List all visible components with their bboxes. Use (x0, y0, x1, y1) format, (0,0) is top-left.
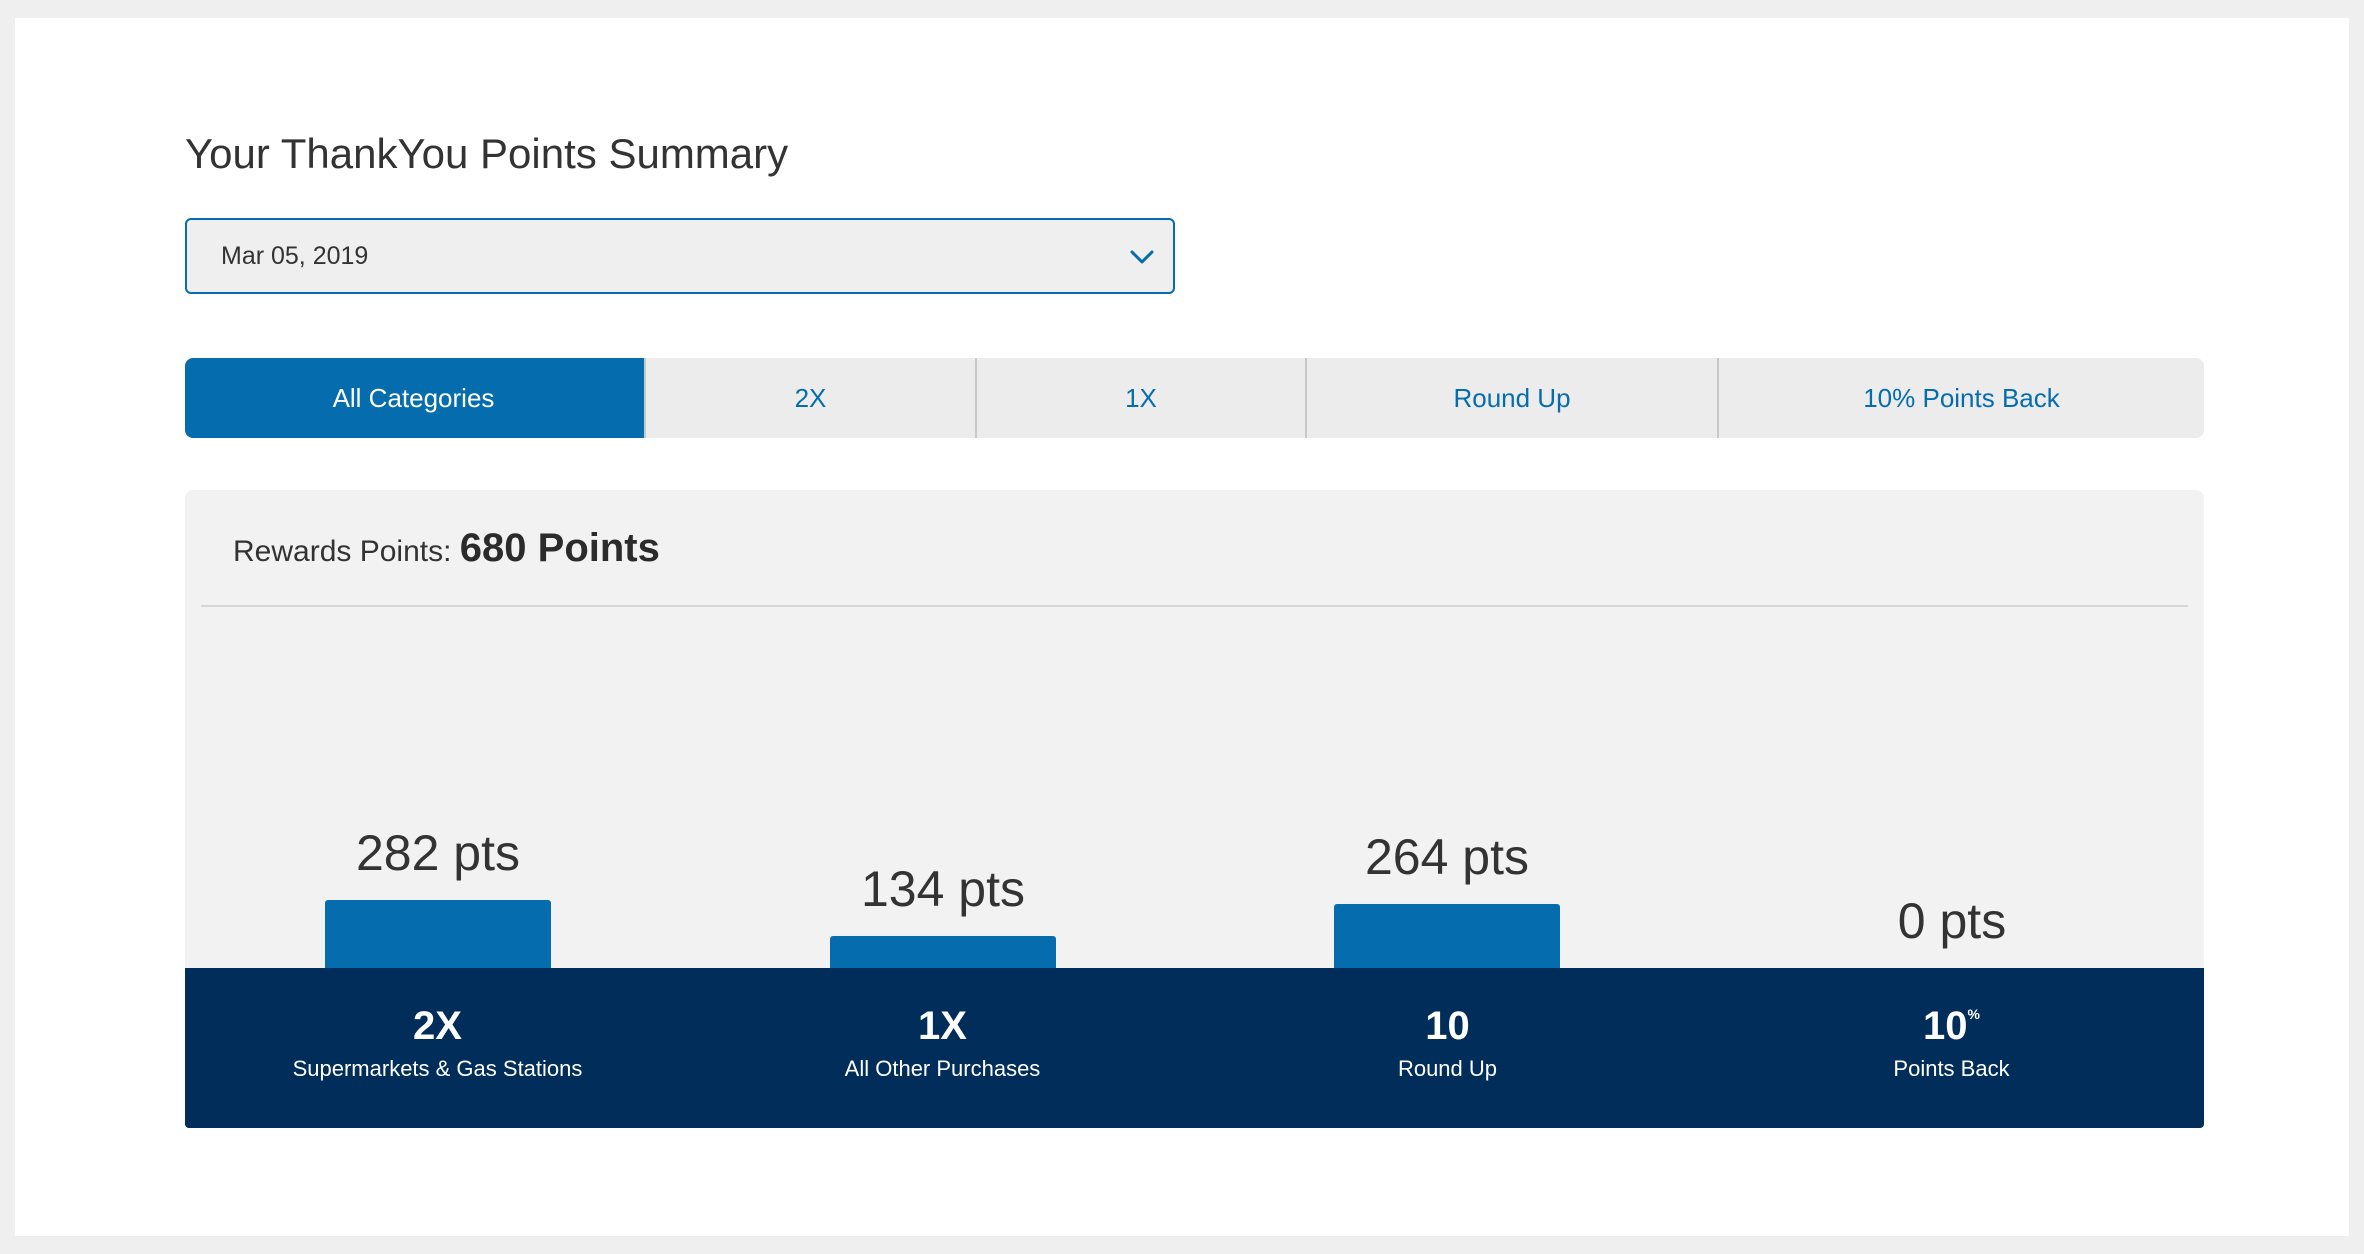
bar-value-2x: 282 pts (355, 825, 520, 881)
points-summary-card: Your ThankYou Points Summary Mar 05, 201… (15, 18, 2349, 1236)
bar-value-1x: 134 pts (860, 861, 1025, 917)
legend-round-up: 10 Round Up (1195, 968, 1700, 1128)
category-legend: 2X Supermarkets & Gas Stations 1X All Ot… (185, 968, 2204, 1128)
legend-points-back: 10% Points Back (1699, 968, 2204, 1128)
points-back-icon: 10% (1699, 1004, 2204, 1049)
legend-2x-description: Supermarkets & Gas Stations (292, 1056, 583, 1081)
bar-2x (325, 900, 551, 968)
page-title: Your ThankYou Points Summary (185, 130, 789, 177)
legend-2x-multiplier: 2X (413, 1004, 462, 1048)
rewards-label: Rewards Points: (233, 535, 452, 568)
tab-all-categories[interactable]: All Categories (185, 358, 644, 438)
bar-value-points-back: 0 pts (1897, 893, 2007, 949)
tab-points-back[interactable]: 10% Points Back (1717, 358, 2204, 438)
tab-1x[interactable]: 1X (975, 358, 1305, 438)
rewards-total: 680 Points (459, 526, 660, 570)
rewards-panel: Rewards Points: 680 Points 282 pts 134 p… (185, 490, 2204, 1128)
tab-round-up[interactable]: Round Up (1305, 358, 1717, 438)
chevron-down-icon (1130, 250, 1154, 264)
bar-round-up (1334, 904, 1560, 968)
statement-date-select[interactable]: Mar 05, 2019 (185, 218, 1175, 294)
legend-points-back-description: Points Back (1893, 1056, 2010, 1081)
round-up-icon: 10 (1195, 1004, 1700, 1049)
divider (201, 605, 2188, 607)
bar-1x (830, 936, 1056, 968)
legend-2x: 2X Supermarkets & Gas Stations (185, 968, 690, 1128)
points-bar-chart: 282 pts 134 pts 264 pts 0 pts (185, 490, 2204, 968)
statement-date-value: Mar 05, 2019 (221, 242, 369, 270)
category-tabs: All Categories 2X 1X Round Up 10% Points… (185, 358, 2204, 438)
legend-1x-multiplier: 1X (918, 1004, 967, 1048)
legend-points-back-mark: 10 (1923, 1004, 1968, 1048)
legend-round-up-mark: 10 (1425, 1004, 1470, 1048)
tab-2x[interactable]: 2X (644, 358, 975, 438)
legend-1x-description: All Other Purchases (844, 1056, 1041, 1081)
rewards-summary: Rewards Points: 680 Points (233, 526, 660, 571)
percent-sup: % (1967, 1006, 1980, 1022)
bar-value-round-up: 264 pts (1364, 829, 1529, 885)
legend-round-up-description: Round Up (1397, 1056, 1498, 1081)
legend-1x: 1X All Other Purchases (690, 968, 1195, 1128)
